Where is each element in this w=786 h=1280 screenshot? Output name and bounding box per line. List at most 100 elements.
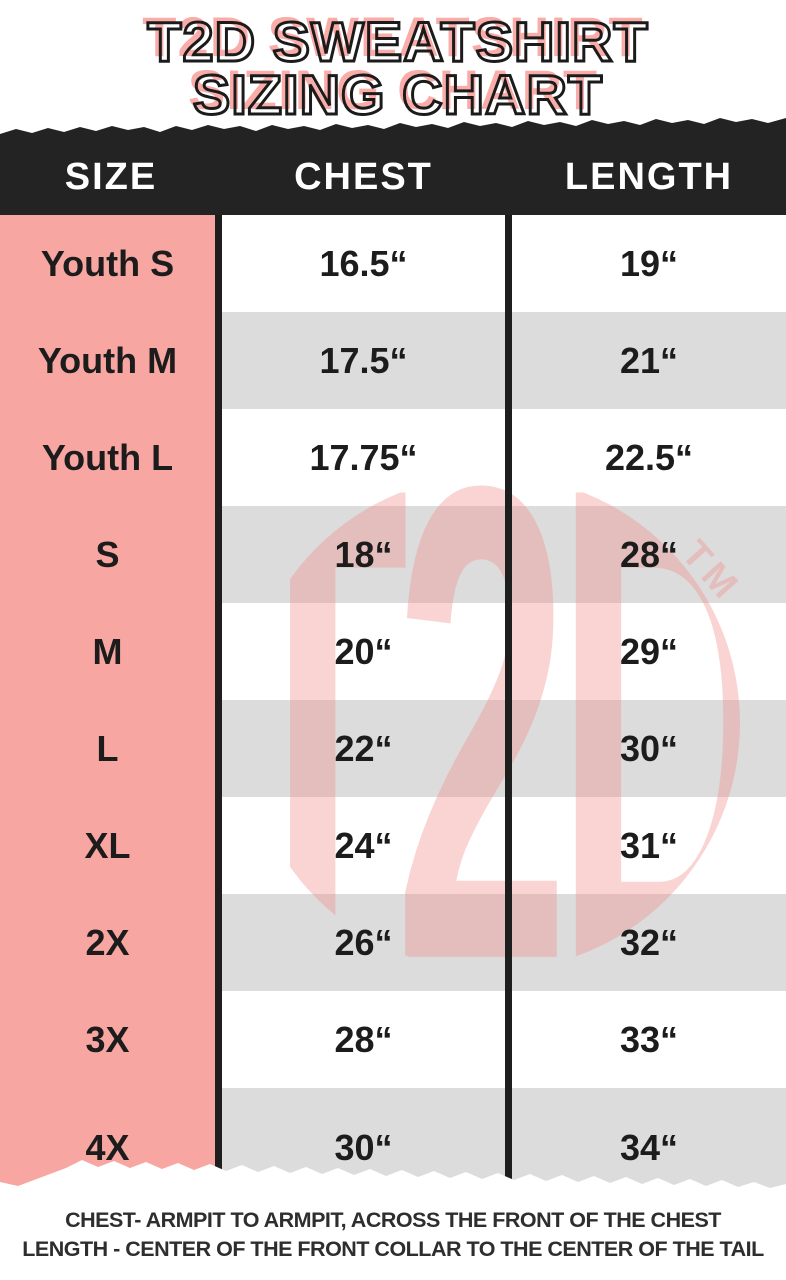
chest-cell: 26“ [222,894,505,991]
column-divider [215,215,222,312]
size-cell: Youth L [0,409,215,506]
column-divider [505,312,512,409]
size-label: L [96,727,119,769]
chest-cell: 30“ [222,1088,505,1188]
chest-value: 18“ [334,533,393,575]
table-row: 2X 26“ 32“ [0,894,786,991]
size-label: Youth S [40,242,175,284]
table-rows: Youth S 16.5“ 19“ Youth M 17.5“ 21“ Yout… [0,215,786,1188]
chest-value: 30“ [334,1127,393,1168]
column-divider [215,603,222,700]
length-value: 31“ [619,824,679,866]
title-line-2: SIZING CHART SIZING CHART [0,58,786,125]
size-cell: XL [0,797,215,894]
chest-cell: 16.5“ [222,215,505,312]
column-divider [505,409,512,506]
title-line-2-fill: SIZING CHART [187,58,599,121]
column-header-chest: CHEST [294,156,433,198]
chest-note: CHEST- ARMPIT TO ARMPIT, ACROSS THE FRON… [65,1208,721,1232]
column-divider [505,991,512,1088]
column-header-length: LENGTH [564,156,734,198]
table-row: 3X 28“ 33“ [0,991,786,1088]
column-divider [505,215,512,312]
length-value: 29“ [619,630,679,672]
table-row: Youth M 17.5“ 21“ [0,312,786,409]
title-line-1: T2D SWEATSHIRT T2D SWEATSHIRT [0,5,786,72]
length-cell: 22.5“ [512,409,786,506]
size-cell: Youth S [0,215,215,312]
size-label: Youth M [37,339,178,381]
column-divider [505,506,512,603]
page-title: T2D SWEATSHIRT T2D SWEATSHIRT SIZING CHA… [0,5,786,125]
size-cell: L [0,700,215,797]
length-value: 28“ [619,533,679,575]
table-row: Youth L 17.75“ 22.5“ [0,409,786,506]
length-value: 19“ [619,242,679,284]
torn-paper-table: SIZE CHEST LENGTH Youth S 16.5“ 19“ Yout… [0,118,786,1188]
size-label: 4X [85,1127,130,1168]
size-cell: Youth M [0,312,215,409]
table-row: S 18“ 28“ [0,506,786,603]
length-cell: 31“ [512,797,786,894]
table-row: Youth S 16.5“ 19“ [0,215,786,312]
length-cell: 33“ [512,991,786,1088]
column-divider [505,894,512,991]
length-value: 21“ [619,339,679,381]
table-header: SIZE CHEST LENGTH [0,118,786,215]
length-cell: 19“ [512,215,786,312]
length-value: 32“ [619,921,679,963]
size-label: M [92,630,123,672]
size-cell: S [0,506,215,603]
length-cell: 29“ [512,603,786,700]
length-value: 30“ [619,727,679,769]
chest-value: 17.75“ [309,436,418,478]
column-divider [215,700,222,797]
column-divider [505,797,512,894]
chest-value: 20“ [334,630,393,672]
length-cell: 30“ [512,700,786,797]
column-divider [505,603,512,700]
chest-cell: 22“ [222,700,505,797]
title-line-1-outline: T2D SWEATSHIRT [146,10,649,73]
title-line-1-fill: T2D SWEATSHIRT [142,5,644,68]
length-note: LENGTH - CENTER OF THE FRONT COLLAR TO T… [22,1237,764,1261]
size-label: 2X [85,921,130,963]
chest-value: 16.5“ [319,242,408,284]
column-divider [505,700,512,797]
length-cell: 34“ [512,1088,786,1188]
size-label: XL [84,824,131,866]
size-label: S [95,533,120,575]
length-value: 22.5“ [604,436,694,478]
column-divider [215,991,222,1088]
size-cell: 4X [0,1088,215,1188]
length-cell: 21“ [512,312,786,409]
length-cell: 32“ [512,894,786,991]
chest-cell: 20“ [222,603,505,700]
chest-value: 26“ [334,921,393,963]
chest-value: 24“ [334,824,393,866]
column-divider [215,797,222,894]
length-value: 33“ [619,1018,679,1060]
chest-value: 17.5“ [319,339,408,381]
chest-cell: 24“ [222,797,505,894]
column-divider [215,312,222,409]
table-row: 4X 30“ 34“ [0,1088,786,1188]
length-value: 34“ [619,1127,679,1168]
column-divider [215,1088,222,1188]
size-cell: 3X [0,991,215,1088]
measurement-notes: CHEST- ARMPIT TO ARMPIT, ACROSS THE FRON… [0,1206,786,1264]
chest-value: 28“ [334,1018,393,1060]
length-cell: 28“ [512,506,786,603]
column-divider [215,409,222,506]
size-label: Youth L [41,436,174,478]
size-cell: M [0,603,215,700]
column-divider [505,1088,512,1188]
chest-cell: 17.75“ [222,409,505,506]
size-cell: 2X [0,894,215,991]
chest-cell: 18“ [222,506,505,603]
table-row: M 20“ 29“ [0,603,786,700]
chest-value: 22“ [334,727,393,769]
size-label: 3X [85,1018,130,1060]
column-divider [215,506,222,603]
